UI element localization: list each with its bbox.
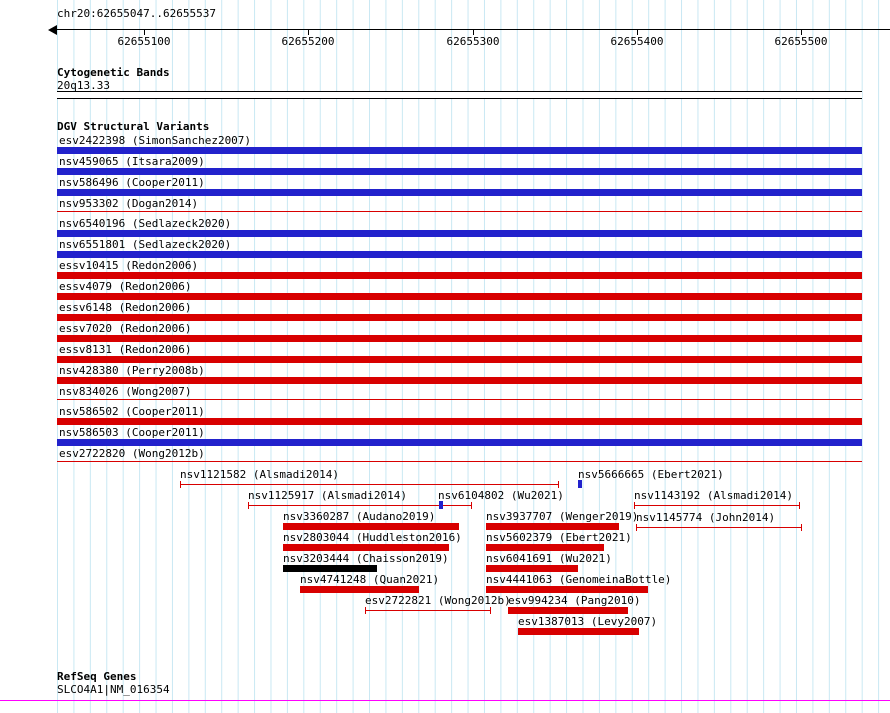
variant-label-nsv6041691: nsv6041691 (Wu2021) [486,552,612,565]
ruler-tick [473,30,474,35]
ruler-tick-label: 62655100 [117,35,171,48]
ruler-tick [308,30,309,35]
refseq-gene-line[interactable] [0,700,890,701]
variant-bar-nsv953302[interactable] [57,211,862,212]
variant-bar-nsv1125917[interactable] [248,502,472,509]
variant-label-nsv1145774: nsv1145774 (John2014) [636,511,776,524]
variant-bar-esv994234[interactable] [508,607,628,614]
variant-label-nsv1143192: nsv1143192 (Alsmadi2014) [634,489,793,502]
variant-bar-nsv6540196[interactable] [57,230,862,237]
variant-label-esv2722821: esv2722821 (Wong2012b) [365,594,511,607]
variant-label-nsv586496: nsv586496 (Cooper2011) [59,176,205,189]
cytoband-name-label: 20q13.33 [57,79,110,92]
variant-label-nsv6540196: nsv6540196 (Sedlazeck2020) [59,217,232,230]
variant-bar-nsv834026[interactable] [57,399,862,400]
variant-label-essv7020: essv7020 (Redon2006) [59,322,192,335]
ruler-tick [801,30,802,35]
ruler-tick-label: 62655400 [610,35,664,48]
variant-bar-esv2722821[interactable] [365,607,491,614]
variant-label-nsv6104802: nsv6104802 (Wu2021) [438,489,564,502]
variant-label-nsv2803044: nsv2803044 (Huddleston2016) [283,531,462,544]
variant-bar-essv10415[interactable] [57,272,862,279]
variant-label-nsv1121582: nsv1121582 (Alsmadi2014) [180,468,339,481]
variant-label-essv4079: essv4079 (Redon2006) [59,280,192,293]
variant-label-nsv5666665: nsv5666665 (Ebert2021) [578,468,724,481]
variant-label-nsv428380: nsv428380 (Perry2008b) [59,364,205,377]
cytobands-track-title: Cytogenetic Bands [57,66,170,79]
variant-bar-nsv4441063[interactable] [486,586,648,593]
variant-bar-nsv2803044[interactable] [283,544,449,551]
variant-label-nsv834026: nsv834026 (Wong2007) [59,385,192,398]
ruler-line [57,29,890,30]
variant-bar-nsv6551801[interactable] [57,251,862,258]
variant-bar-essv4079[interactable] [57,293,862,300]
variant-label-nsv586502: nsv586502 (Cooper2011) [59,405,205,418]
region-position-label: chr20:62655047..62655537 [57,7,216,20]
variant-label-nsv3203444: nsv3203444 (Chaisson2019) [283,552,449,565]
variant-label-nsv3360287: nsv3360287 (Audano2019) [283,510,436,523]
variant-label-essv8131: essv8131 (Redon2006) [59,343,192,356]
variant-bar-nsv4741248[interactable] [300,586,419,593]
variant-range-line [635,505,799,506]
variant-label-nsv4741248: nsv4741248 (Quan2021) [300,573,440,586]
refseq-gene-label: SLCO4A1|NM_016354 [57,683,170,696]
variant-label-esv994234: esv994234 (Pang2010) [508,594,641,607]
variant-bar-nsv459065[interactable] [57,168,862,175]
dgv-track-title: DGV Structural Variants [57,120,210,133]
variant-bar-nsv586503[interactable] [57,439,862,446]
refseq-track-title: RefSeq Genes [57,670,137,683]
variant-bar-nsv1145774[interactable] [636,524,802,531]
variant-bar-essv6148[interactable] [57,314,862,321]
variant-label-nsv1125917: nsv1125917 (Alsmadi2014) [248,489,407,502]
variant-label-nsv459065: nsv459065 (Itsara2009) [59,155,205,168]
ruler-tick [144,30,145,35]
ruler-tick-label: 62655300 [446,35,500,48]
variant-label-nsv5602379: nsv5602379 (Ebert2021) [486,531,632,544]
ruler-left-arrow-icon[interactable] [48,25,57,35]
variant-label-nsv3937707: nsv3937707 (Wenger2019) [486,510,639,523]
variant-bar-esv2722820[interactable] [57,461,862,462]
variant-bar-nsv3203444[interactable] [283,565,377,572]
variant-bar-essv8131[interactable] [57,356,862,363]
variant-label-esv2722820: esv2722820 (Wong2012b) [59,447,205,460]
ruler-tick [637,30,638,35]
variant-bar-nsv3937707[interactable] [486,523,619,530]
ruler-tick-label: 62655500 [774,35,828,48]
variant-label-essv10415: essv10415 (Redon2006) [59,259,199,272]
variant-label-esv1387013: esv1387013 (Levy2007) [518,615,658,628]
variant-range-line [181,484,558,485]
variant-bar-esv2422398[interactable] [57,147,862,154]
variant-bar-nsv428380[interactable] [57,377,862,384]
variant-bar-nsv5602379[interactable] [486,544,604,551]
variant-bar-nsv586496[interactable] [57,189,862,196]
variant-label-esv2422398: esv2422398 (SimonSanchez2007) [59,134,252,147]
variant-label-nsv6551801: nsv6551801 (Sedlazeck2020) [59,238,232,251]
variant-range-line [637,527,801,528]
variant-bar-nsv586502[interactable] [57,418,862,425]
variant-bar-nsv6041691[interactable] [486,565,578,572]
variant-range-line [366,610,490,611]
variant-label-nsv586503: nsv586503 (Cooper2011) [59,426,205,439]
ruler-tick-label: 62655200 [281,35,335,48]
variant-bar-esv1387013[interactable] [518,628,639,635]
variant-bar-nsv1121582[interactable] [180,481,559,488]
variant-bar-essv7020[interactable] [57,335,862,342]
variant-label-nsv953302: nsv953302 (Dogan2014) [59,197,199,210]
cytoband-bar[interactable] [57,91,862,99]
variant-label-nsv4441063: nsv4441063 (GenomeinaBottle) [486,573,672,586]
variant-range-line [249,505,471,506]
variant-bar-nsv1143192[interactable] [634,502,800,509]
variant-label-essv6148: essv6148 (Redon2006) [59,301,192,314]
variant-bar-nsv5666665[interactable] [578,480,582,488]
variant-bar-nsv3360287[interactable] [283,523,459,530]
variant-bar-nsv6104802[interactable] [439,501,443,509]
